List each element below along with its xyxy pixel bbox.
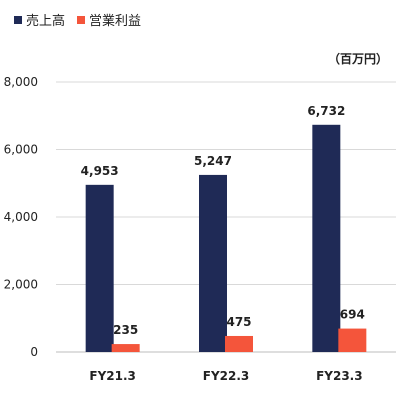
x-tick-label: FY22.3 (203, 369, 250, 383)
legend: 売上高 営業利益 (14, 10, 141, 29)
legend-item-sales: 売上高 (14, 10, 65, 29)
bar-sales (199, 174, 227, 352)
y-tick-label: 6,000 (4, 143, 38, 157)
y-tick-label: 8,000 (4, 75, 38, 89)
bar-operating-profit (111, 344, 140, 352)
y-tick-label: 0 (30, 345, 38, 359)
bar-sales (85, 184, 114, 352)
legend-item-operating-profit: 営業利益 (77, 10, 141, 29)
bar-operating-profit (225, 335, 253, 352)
legend-swatch-sales (14, 15, 22, 24)
data-label-sales: 6,732 (307, 104, 345, 118)
legend-swatch-operating-profit (77, 15, 86, 24)
bar-sales (312, 124, 341, 352)
legend-label-sales: 売上高 (26, 14, 66, 29)
data-label-operating-profit: 694 (340, 308, 365, 322)
data-label-sales: 4,953 (81, 164, 119, 178)
y-tick-label: 2,000 (4, 278, 38, 292)
data-label-operating-profit: 475 (226, 315, 251, 329)
data-label-sales: 5,247 (194, 154, 232, 168)
y-tick-label: 4,000 (4, 210, 38, 224)
x-tick-label: FY23.3 (316, 369, 363, 383)
x-tick-label: FY21.3 (89, 369, 136, 383)
unit-label: （百万円） (327, 52, 388, 66)
bar-operating-profit (338, 328, 367, 352)
data-label-operating-profit: 235 (113, 323, 138, 337)
legend-label-operating-profit: 営業利益 (89, 14, 142, 29)
